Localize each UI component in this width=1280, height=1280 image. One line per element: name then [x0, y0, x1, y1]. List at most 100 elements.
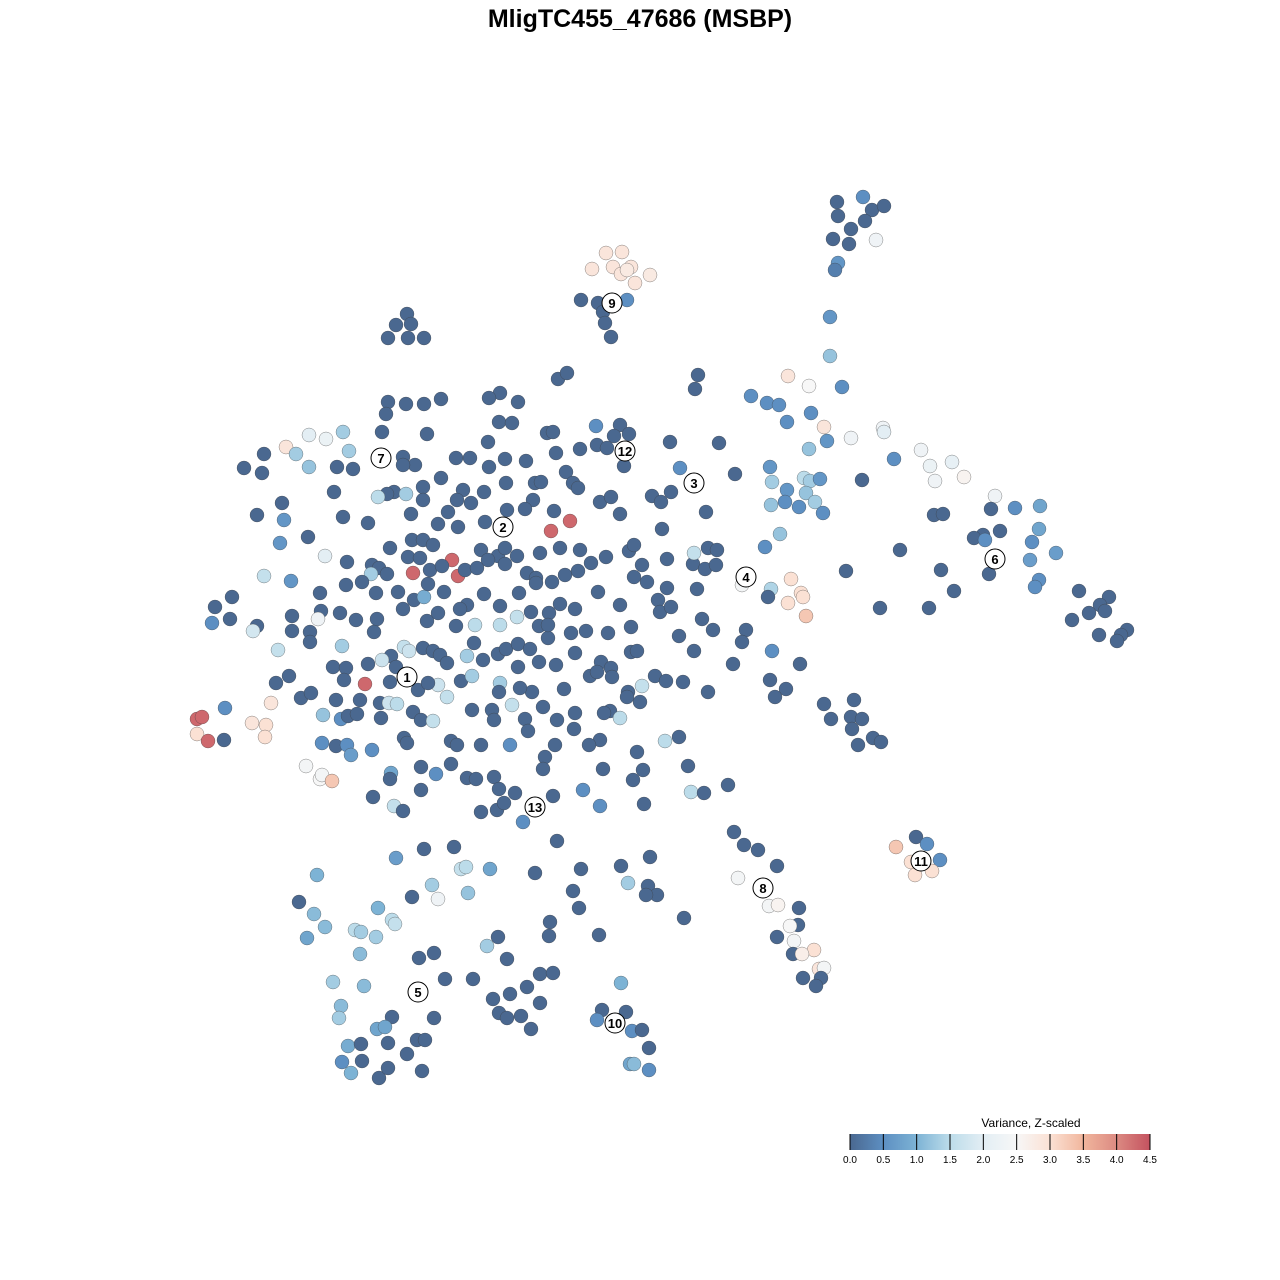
data-point [663, 484, 679, 500]
data-point [1081, 605, 1097, 621]
data-point [299, 930, 315, 946]
data-point [780, 368, 796, 384]
cluster-label: 3 [683, 472, 705, 494]
data-point [504, 415, 520, 431]
data-point [618, 1004, 634, 1020]
data-point [573, 861, 589, 877]
data-point [540, 617, 556, 633]
legend-tick-label: 3.5 [1076, 1155, 1090, 1166]
data-point [686, 643, 702, 659]
data-point [410, 682, 426, 698]
data-point [599, 440, 615, 456]
data-point [517, 501, 533, 517]
data-point [519, 979, 535, 995]
cluster-label-badge [492, 516, 514, 538]
data-point [440, 504, 456, 520]
data-point [257, 729, 273, 745]
data-point [389, 696, 405, 712]
data-point [437, 971, 453, 987]
data-point [317, 548, 333, 564]
data-point [207, 599, 223, 615]
data-point [629, 744, 645, 760]
data-point [533, 474, 549, 490]
data-point [528, 575, 544, 591]
data-point [373, 710, 389, 726]
data-point [360, 515, 376, 531]
data-point [547, 737, 563, 753]
data-point [779, 482, 795, 498]
data-point [513, 1008, 529, 1024]
data-point [537, 749, 553, 765]
data-point [340, 1038, 356, 1054]
data-point [439, 655, 455, 671]
cluster-label-text: 3 [690, 476, 697, 491]
data-point [268, 675, 284, 691]
data-point [730, 870, 746, 886]
data-point [306, 906, 322, 922]
data-point [654, 521, 670, 537]
data-point [846, 692, 862, 708]
data-point [780, 595, 796, 611]
data-point [496, 795, 512, 811]
data-point [603, 329, 619, 345]
data-point [509, 548, 525, 564]
data-point [857, 213, 873, 229]
data-point [659, 580, 675, 596]
data-point [370, 900, 386, 916]
data-point [763, 497, 779, 513]
data-point [433, 470, 449, 486]
data-point [734, 634, 750, 650]
data-point [794, 946, 810, 962]
data-point [812, 471, 828, 487]
data-point [983, 501, 999, 517]
data-point [708, 557, 724, 573]
data-point [801, 378, 817, 394]
data-point [254, 465, 270, 481]
data-point [452, 601, 468, 617]
cluster-label-text: 5 [414, 985, 421, 1000]
cluster-label-badge [752, 877, 774, 899]
data-point [416, 330, 432, 346]
cluster-label-text: 9 [608, 296, 615, 311]
data-point [792, 656, 808, 672]
data-point [626, 1056, 642, 1072]
legend-tick-label: 2.0 [976, 1155, 990, 1166]
data-point [380, 1035, 396, 1051]
data-point [412, 550, 428, 566]
data-point [680, 758, 696, 774]
data-point [589, 1012, 605, 1028]
cluster-label-badge [604, 1012, 626, 1034]
data-point [589, 664, 605, 680]
data-point [482, 861, 498, 877]
data-point [566, 721, 582, 737]
data-point [823, 711, 839, 727]
data-point [956, 469, 972, 485]
data-point [584, 261, 600, 277]
data-point [368, 929, 384, 945]
data-point [650, 592, 666, 608]
data-point [450, 519, 466, 535]
data-point [384, 1009, 400, 1025]
data-point [399, 1046, 415, 1062]
legend-tick-label: 2.5 [1010, 1155, 1024, 1166]
data-point [825, 231, 841, 247]
data-point [366, 624, 382, 640]
data-point [430, 516, 446, 532]
cluster-label-badge [396, 666, 418, 688]
cluster-label: 10 [604, 1012, 626, 1034]
data-point [216, 732, 232, 748]
data-point [430, 891, 446, 907]
data-point [343, 1065, 359, 1081]
data-point [378, 406, 394, 422]
data-point [497, 540, 513, 556]
data-point [272, 535, 288, 551]
cluster-label: 11 [910, 850, 932, 872]
data-point [795, 970, 811, 986]
data-point [379, 566, 395, 582]
data-point [829, 194, 845, 210]
data-point [663, 599, 679, 615]
data-point [604, 669, 620, 685]
legend-tick-label: 4.5 [1143, 1155, 1157, 1166]
data-point [349, 706, 365, 722]
data-point [1024, 534, 1040, 550]
